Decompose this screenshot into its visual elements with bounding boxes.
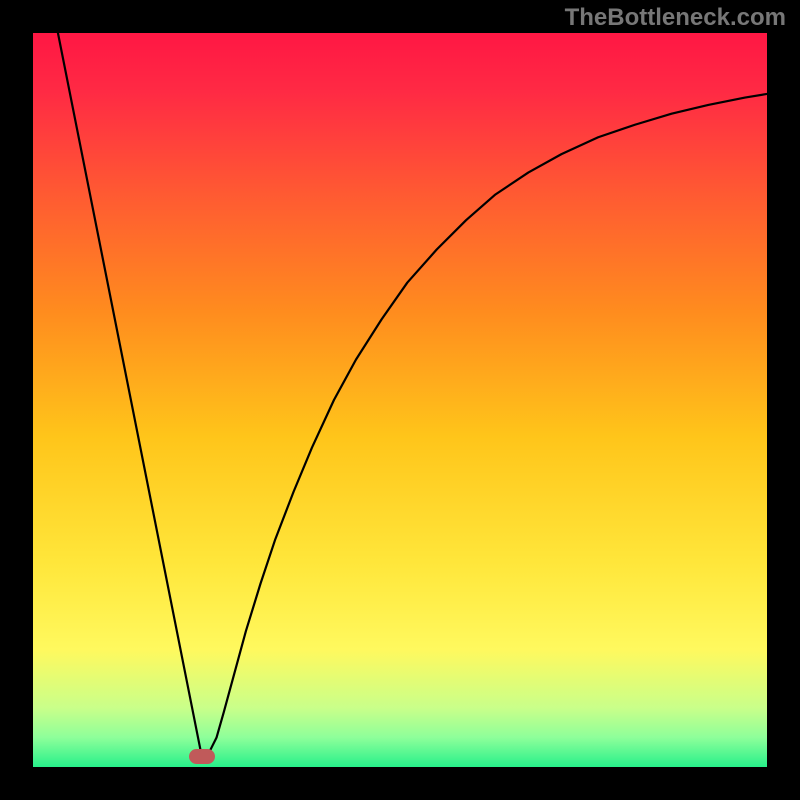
curve-layer	[33, 33, 767, 767]
bottleneck-curve	[55, 33, 767, 757]
optimum-marker	[189, 749, 215, 764]
chart-container: { "watermark": { "text": "TheBottleneck.…	[0, 0, 800, 800]
plot-area	[33, 33, 767, 767]
watermark-text: TheBottleneck.com	[565, 4, 786, 32]
